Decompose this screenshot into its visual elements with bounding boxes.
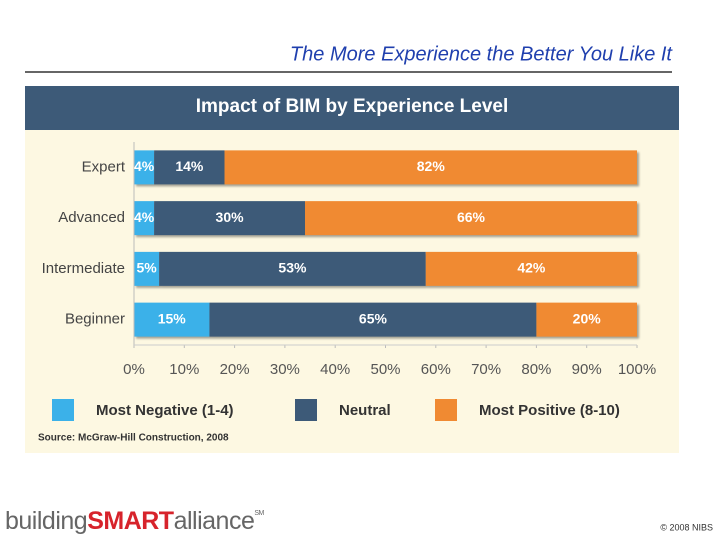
logo-part: alliance bbox=[174, 507, 255, 535]
bar-segment bbox=[305, 201, 637, 236]
x-tick-label: 40% bbox=[320, 361, 350, 378]
x-tick-label: 20% bbox=[220, 361, 250, 378]
logo-mark: SM bbox=[254, 510, 264, 517]
category-label: Beginner bbox=[65, 311, 125, 328]
chart-title: Impact of BIM by Experience Level bbox=[196, 96, 509, 117]
legend-swatch bbox=[295, 399, 317, 421]
x-tick-label: 60% bbox=[421, 361, 451, 378]
bar-segment bbox=[159, 251, 426, 286]
category-label: Intermediate bbox=[42, 260, 125, 277]
value-label: 15% bbox=[158, 310, 187, 326]
value-label: 30% bbox=[216, 209, 245, 225]
x-tick-label: 90% bbox=[572, 361, 602, 378]
chart-header bbox=[25, 86, 679, 130]
bar-segment bbox=[134, 302, 210, 337]
value-label: 14% bbox=[175, 158, 204, 174]
value-label: 20% bbox=[573, 310, 602, 326]
legend-swatch bbox=[435, 399, 457, 421]
value-label: 4% bbox=[134, 209, 155, 225]
bar-segment bbox=[536, 302, 637, 337]
x-tick-label: 10% bbox=[169, 361, 199, 378]
bar-segment bbox=[134, 201, 155, 236]
source: Source: McGraw-Hill Construction, 2008 bbox=[38, 433, 229, 444]
slide-title: The More Experience the Better You Like … bbox=[290, 43, 674, 65]
x-tick-label: 70% bbox=[471, 361, 501, 378]
category-label: Expert bbox=[82, 158, 126, 175]
bars bbox=[134, 150, 638, 337]
x-tick-label: 0% bbox=[123, 361, 145, 378]
bar-segment bbox=[154, 201, 306, 236]
logo: buildingSMARTallianceSM bbox=[5, 507, 265, 535]
bar-segment bbox=[425, 251, 637, 286]
x-tick-label: 50% bbox=[370, 361, 400, 378]
value-label: 42% bbox=[517, 260, 546, 276]
value-label: 82% bbox=[417, 158, 446, 174]
x-tick-label: 80% bbox=[521, 361, 551, 378]
legend-swatch bbox=[52, 399, 74, 421]
value-label: 66% bbox=[457, 209, 486, 225]
bar-segment bbox=[209, 302, 537, 337]
legend-label: Most Positive (8-10) bbox=[479, 402, 620, 419]
logo-part: building bbox=[5, 507, 87, 535]
bar-segment bbox=[134, 251, 160, 286]
legend-label: Neutral bbox=[339, 402, 391, 419]
bar-segment bbox=[134, 150, 155, 185]
logo-part: SMART bbox=[87, 507, 174, 535]
value-label: 4% bbox=[134, 158, 155, 174]
copyright: © 2008 NIBS bbox=[660, 522, 713, 532]
x-tick-label: 30% bbox=[270, 361, 300, 378]
value-label: 5% bbox=[136, 260, 157, 276]
x-tick-label: 100% bbox=[618, 361, 656, 378]
category-label: Advanced bbox=[58, 209, 125, 226]
legend-label: Most Negative (1-4) bbox=[96, 402, 234, 419]
bar-segment bbox=[224, 150, 638, 185]
value-label: 53% bbox=[278, 260, 307, 276]
bar-segment bbox=[154, 150, 225, 185]
value-label: 65% bbox=[359, 310, 388, 326]
